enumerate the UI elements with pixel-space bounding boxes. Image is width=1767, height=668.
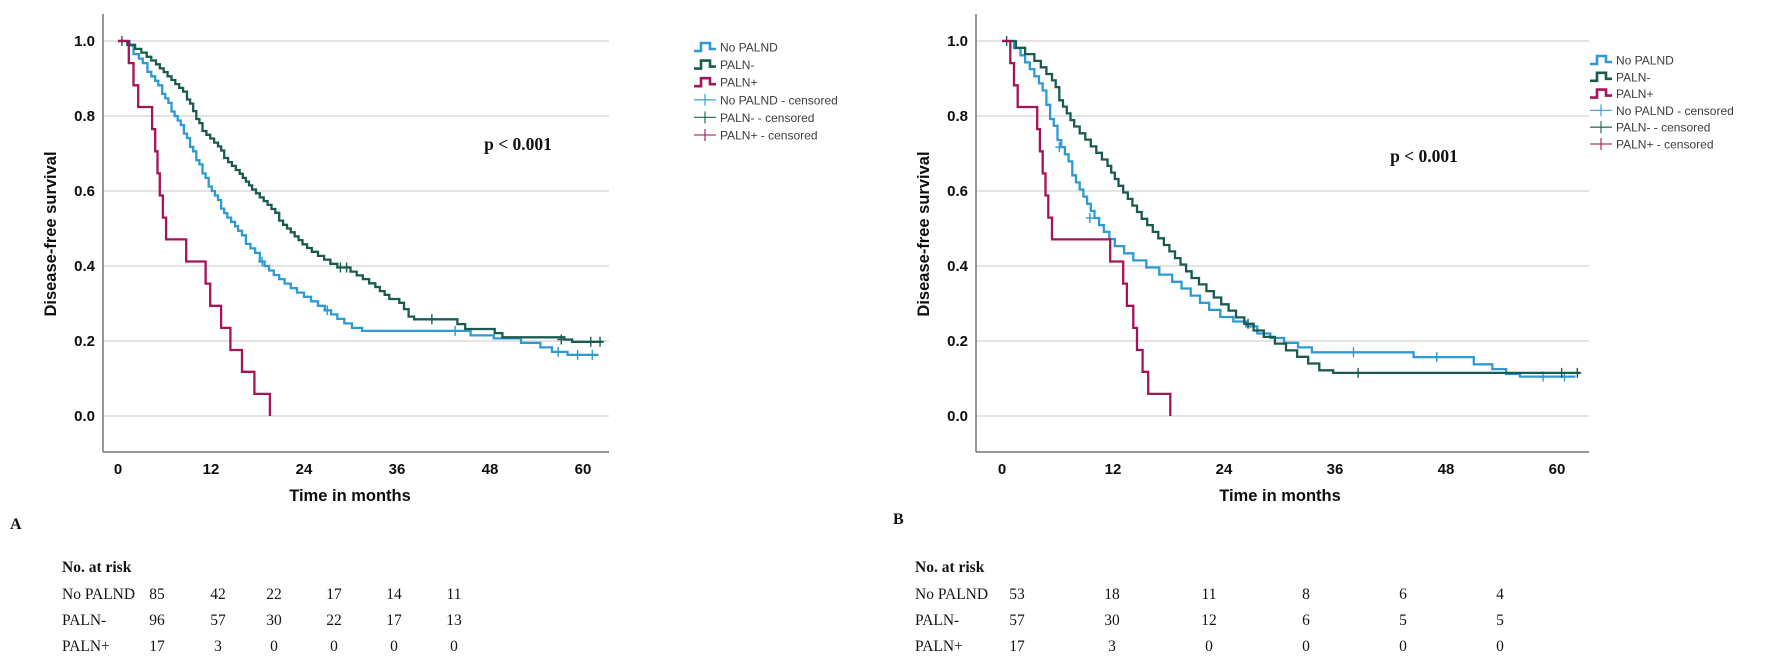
legend-label: No PALND xyxy=(720,41,778,55)
y-tick-label: 0.0 xyxy=(74,408,95,425)
legend-step-line-icon xyxy=(694,76,716,88)
legend-item-curve: PALN- xyxy=(694,58,754,72)
y-tick-label: 0.2 xyxy=(947,333,968,350)
legend-step-line-icon xyxy=(694,59,716,70)
y-tick-label: 0.8 xyxy=(947,108,968,125)
x-axis-title: Time in months xyxy=(1219,487,1341,505)
y-tick-label: 0.6 xyxy=(74,183,95,200)
km-panel-a: 1.0 0.8 0.6 0.4 0.2 0.0 0 12 24 36 48 60 Time in mon… xyxy=(10,14,838,533)
x-tick-labels: 0 12 24 36 48 60 xyxy=(998,461,1566,478)
p-value-annotation: p < 0.001 xyxy=(1390,146,1458,166)
legend-item-curve: PALN- xyxy=(1590,70,1650,84)
legend: No PALND PALN- PALN+ No PALND - censored PAL… xyxy=(1590,54,1734,152)
x-tick-label: 0 xyxy=(998,461,1006,478)
y-tick-label: 0.4 xyxy=(74,258,96,275)
series-paln- xyxy=(118,39,272,416)
x-tick-label: 48 xyxy=(1438,461,1455,478)
gridlines xyxy=(103,40,609,417)
y-tick-labels: 1.0 0.8 0.6 0.4 0.2 0.0 xyxy=(74,33,96,425)
legend-item-curve: No PALND xyxy=(694,41,778,55)
x-tick-labels: 0 12 24 36 48 60 xyxy=(114,461,592,478)
y-tick-label: 0.8 xyxy=(74,108,95,125)
x-axis-title: Time in months xyxy=(289,487,411,505)
x-tick-label: 24 xyxy=(1216,461,1233,478)
x-tick-label: 12 xyxy=(203,461,220,478)
x-tick-label: 60 xyxy=(1549,461,1566,478)
legend-step-line-icon xyxy=(1590,54,1612,66)
legend-step-line-icon xyxy=(1590,88,1612,99)
x-tick-label: 36 xyxy=(389,461,406,478)
series-paln- xyxy=(1002,39,1172,416)
km-panel-b: 1.0 0.8 0.6 0.4 0.2 0.0 0 12 24 36 48 60 Time in mon… xyxy=(893,14,1734,528)
legend-item-censored: No PALND - censored xyxy=(1590,104,1734,118)
legend-step-line-icon xyxy=(694,41,716,53)
censored-marks-paln- xyxy=(1002,36,1582,378)
y-tick-labels: 1.0 0.8 0.6 0.4 0.2 0.0 xyxy=(947,33,969,425)
legend: No PALND PALN- PALN+ No PALND - censored PAL… xyxy=(694,41,838,143)
y-tick-label: 0.0 xyxy=(947,408,968,425)
legend-item-censored: PALN+ - censored xyxy=(1590,138,1714,152)
y-tick-label: 0.6 xyxy=(947,183,968,200)
y-tick-label: 1.0 xyxy=(947,33,968,50)
series-paln- xyxy=(1002,39,1581,375)
panel-letter-b: B xyxy=(893,511,904,528)
p-value-annotation: p < 0.001 xyxy=(484,134,552,154)
legend-label: PALN+ xyxy=(720,76,757,90)
y-tick-label: 0.4 xyxy=(947,258,969,275)
series-paln- xyxy=(118,39,603,343)
legend-step-line-icon xyxy=(1590,71,1612,83)
legend-item-censored: PALN- - censored xyxy=(1590,121,1710,135)
censored-marks-no-palnd xyxy=(258,256,597,360)
legend-label: No PALND - censored xyxy=(1616,104,1734,118)
panel-letter-a: A xyxy=(10,516,22,533)
legend-label: PALN- xyxy=(1616,70,1650,84)
legend-item-curve: PALN+ xyxy=(694,76,757,90)
legend-label: No PALND xyxy=(1616,54,1674,68)
series-no-palnd xyxy=(1002,39,1576,378)
y-axis-title: Disease-free survival xyxy=(915,151,933,316)
legend-label: PALN+ xyxy=(1616,87,1653,101)
gridlines xyxy=(976,40,1589,417)
legend-label: PALN- - censored xyxy=(1616,121,1710,135)
y-tick-label: 0.2 xyxy=(74,333,95,350)
legend-item-curve: PALN+ xyxy=(1590,87,1653,101)
legend-label: PALN- - censored xyxy=(720,111,814,125)
legend-label: PALN+ - censored xyxy=(1616,138,1714,152)
legend-item-curve: No PALND xyxy=(1590,54,1674,68)
y-axis-title: Disease-free survival xyxy=(42,151,60,316)
legend-label: No PALND - censored xyxy=(720,93,838,107)
y-tick-label: 1.0 xyxy=(74,33,95,50)
series-no-palnd xyxy=(118,39,599,357)
censored-marks-no-palnd xyxy=(1055,142,1569,382)
x-tick-label: 0 xyxy=(114,461,122,478)
x-tick-label: 60 xyxy=(575,461,592,478)
legend-label: PALN+ - censored xyxy=(720,129,818,143)
x-tick-label: 36 xyxy=(1327,461,1344,478)
legend-item-censored: PALN- - censored xyxy=(694,111,814,125)
legend-label: PALN- xyxy=(720,58,754,72)
x-tick-label: 12 xyxy=(1105,461,1122,478)
legend-item-censored: No PALND - censored xyxy=(694,93,838,107)
legend-item-censored: PALN+ - censored xyxy=(694,129,818,143)
x-tick-label: 48 xyxy=(482,461,499,478)
x-tick-label: 24 xyxy=(296,461,313,478)
